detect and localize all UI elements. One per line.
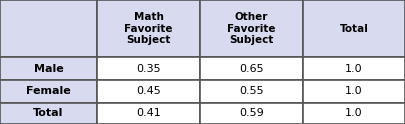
Text: 1.0: 1.0 [345,87,363,96]
Text: Other
Favorite
Subject: Other Favorite Subject [227,12,276,45]
Bar [200,57,303,80]
Text: 0.35: 0.35 [136,63,161,74]
Text: 0.65: 0.65 [239,63,264,74]
Text: Female: Female [26,87,71,96]
Bar [200,103,303,124]
Text: 1.0: 1.0 [345,108,363,119]
Bar [303,103,405,124]
Text: Male: Male [34,63,63,74]
Bar [97,103,200,124]
Bar [303,57,405,80]
Bar [97,80,200,103]
Text: 0.41: 0.41 [136,108,161,119]
Bar [303,0,405,57]
Bar [200,0,303,57]
Bar [200,80,303,103]
Text: Total: Total [339,24,369,33]
Bar [0,57,97,80]
Bar [0,103,97,124]
Text: Total: Total [33,108,64,119]
Bar [0,0,97,57]
Text: 0.59: 0.59 [239,108,264,119]
Bar [97,57,200,80]
Text: 1.0: 1.0 [345,63,363,74]
Bar [97,0,200,57]
Text: Math
Favorite
Subject: Math Favorite Subject [124,12,173,45]
Text: 0.55: 0.55 [239,87,264,96]
Text: 0.45: 0.45 [136,87,161,96]
Bar [303,80,405,103]
Bar [0,80,97,103]
